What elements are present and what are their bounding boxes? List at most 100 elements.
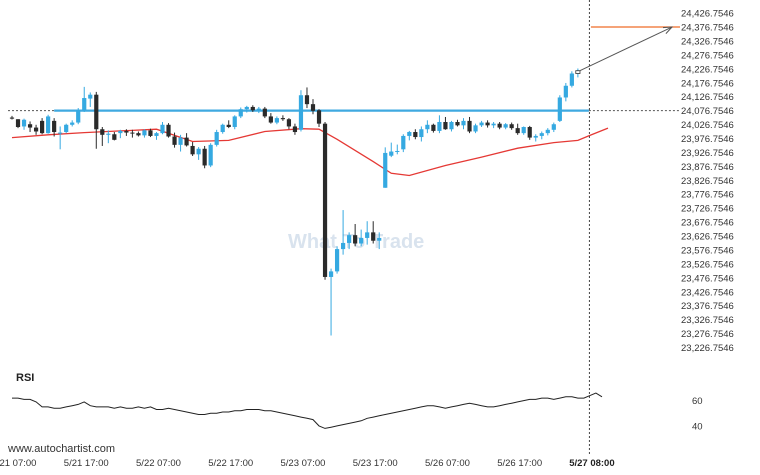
candle-body <box>9 117 15 119</box>
y-tick-label: 23,326.7546 <box>681 315 734 326</box>
y-tick-label: 23,576.7546 <box>681 245 734 256</box>
candle-body <box>359 237 364 244</box>
y-tick-label: 23,476.7546 <box>681 273 734 284</box>
candle-body <box>395 150 400 152</box>
projection-arrowhead <box>662 26 674 34</box>
x-axis: 5/21 07:00 5/21 17:00 5/22 07:00 5/22 17:00… <box>0 458 615 469</box>
candle-body <box>497 123 502 128</box>
x-tick-label: 5/26 07:00 <box>425 458 470 469</box>
candle-body <box>70 122 75 125</box>
candle-body <box>371 232 376 241</box>
candle-body <box>208 144 213 166</box>
y-tick-label: 24,026.7546 <box>681 120 734 131</box>
candle-body <box>232 116 237 128</box>
candle-body <box>64 124 69 133</box>
candle-body <box>124 130 129 133</box>
y-tick-label: 23,976.7546 <box>681 134 734 145</box>
candle-body <box>545 129 550 134</box>
candle-body <box>202 148 207 166</box>
candle-body <box>377 237 382 241</box>
candle-body <box>347 235 352 243</box>
candle-body <box>148 130 153 136</box>
candle-body <box>322 123 328 277</box>
candle-body <box>455 121 460 126</box>
y-tick-label: 23,626.7546 <box>681 232 734 243</box>
y-tick-label: 23,376.7546 <box>681 301 734 312</box>
candle-body <box>238 109 243 117</box>
candle-body <box>250 106 255 111</box>
candle-body <box>473 125 478 132</box>
candle-body <box>443 121 448 130</box>
y-tick-label: 23,926.7546 <box>681 148 734 159</box>
candle-body <box>328 271 334 277</box>
candle-body <box>575 70 581 74</box>
y-tick-label: 23,776.7546 <box>681 190 734 201</box>
candle-body <box>479 122 484 126</box>
candle-body <box>21 119 27 127</box>
candle-body <box>280 118 285 120</box>
candle-body <box>226 124 231 128</box>
candle-body <box>40 120 45 134</box>
candle-body <box>419 129 424 138</box>
candle-body <box>563 85 568 98</box>
candle-body <box>46 116 51 134</box>
y-tick-label: 23,426.7546 <box>681 287 734 298</box>
candle-body <box>461 120 466 126</box>
candle-body <box>539 133 544 136</box>
rsi-tick-label: 40 <box>692 421 703 432</box>
candle-body <box>172 136 177 145</box>
candle-body <box>82 98 87 111</box>
y-tick-label: 23,826.7546 <box>681 176 734 187</box>
watermark-url: www.autochartist.com <box>7 443 115 455</box>
candle-body <box>298 95 304 130</box>
candle-body <box>184 137 189 146</box>
candle-body <box>449 121 454 130</box>
candle-body <box>431 124 436 131</box>
candle-body <box>286 119 292 127</box>
candle-body <box>401 135 406 150</box>
candle-body <box>467 120 472 132</box>
candle-body <box>292 126 298 133</box>
candle-body <box>551 124 556 130</box>
candle-body <box>353 235 358 244</box>
y-tick-label: 23,526.7546 <box>681 259 734 270</box>
candle-body <box>27 124 33 128</box>
candle-body <box>256 108 261 111</box>
candle-body <box>310 104 316 111</box>
candle-body <box>190 145 195 155</box>
candle-body <box>304 95 310 105</box>
y-tick-label: 24,126.7546 <box>681 92 734 103</box>
candle-body <box>142 130 147 136</box>
rsi-tick-label: 60 <box>692 396 703 407</box>
y-axis: 24,426.7546 24,376.7546 24,326.7546 24,276.… <box>681 9 734 354</box>
y-tick-label: 23,726.7546 <box>681 204 734 215</box>
candle-body <box>389 151 394 156</box>
candle-body <box>166 124 171 137</box>
candle-body <box>76 109 81 123</box>
rsi-label: RSI <box>16 372 34 384</box>
candle-body <box>316 110 322 124</box>
x-tick-label: 5/23 07:00 <box>281 458 326 469</box>
candle-body <box>88 94 93 99</box>
candle-body <box>106 133 111 135</box>
target-projection <box>579 26 680 72</box>
candle-body <box>94 94 99 130</box>
y-tick-label: 24,076.7546 <box>681 106 734 117</box>
candle-body <box>509 124 514 129</box>
candle-body <box>196 148 201 155</box>
y-tick-label: 24,276.7546 <box>681 50 734 61</box>
candle-body <box>154 133 159 136</box>
y-tick-label: 24,426.7546 <box>681 9 734 20</box>
candle-body <box>425 124 430 130</box>
candle-body <box>341 242 346 250</box>
candle-body <box>437 121 442 131</box>
candle-body <box>557 97 562 121</box>
y-tick-label: 23,676.7546 <box>681 218 734 229</box>
candle-body <box>100 129 105 135</box>
candle-body <box>244 106 249 110</box>
x-tick-label: 5/22 07:00 <box>136 458 181 469</box>
candle-body <box>136 133 141 136</box>
rsi-panel: 60 40 <box>12 392 703 432</box>
candle-body <box>334 249 340 272</box>
